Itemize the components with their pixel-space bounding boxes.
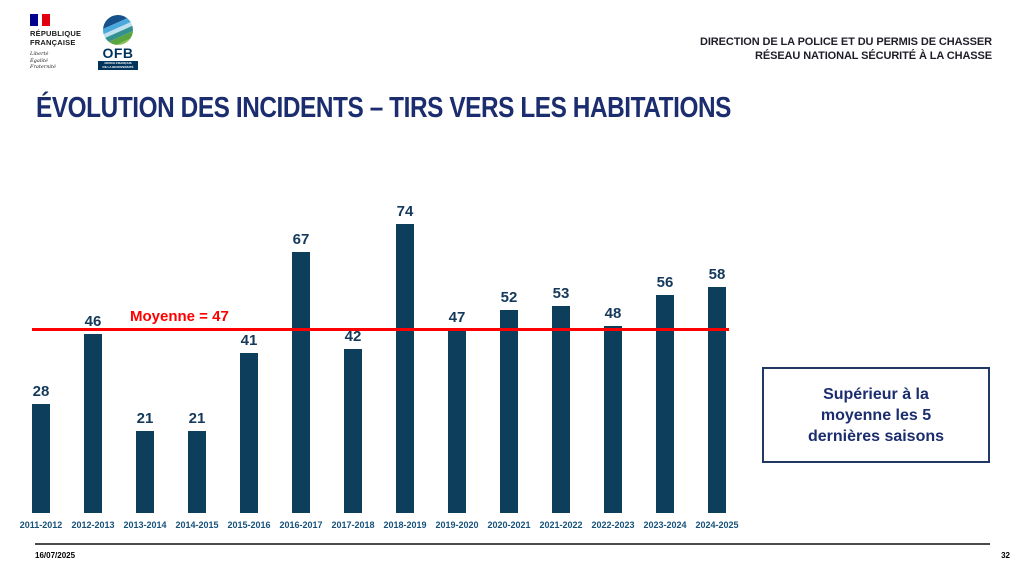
bar-2017-2018	[344, 349, 362, 513]
x-axis-label: 2015-2016	[227, 520, 271, 530]
annotation-box: Supérieur à la moyenne les 5 dernières s…	[762, 367, 990, 463]
bar-value-label: 21	[188, 410, 206, 428]
bar-2018-2019	[396, 224, 414, 513]
bar-value-label: 74	[396, 203, 414, 221]
x-axis-label: 2020-2021	[487, 520, 531, 530]
republique-francaise-logo: RÉPUBLIQUE FRANÇAISE Liberté Égalité Fra…	[30, 14, 94, 71]
bar-2022-2023	[604, 325, 622, 513]
x-axis-label: 2024-2025	[695, 520, 739, 530]
x-axis-label: 2016-2017	[279, 520, 323, 530]
bar-2013-2014	[136, 431, 154, 513]
footer-divider	[35, 543, 990, 545]
bar-2015-2016	[240, 353, 258, 513]
page-number: 32	[1001, 551, 1010, 560]
mean-line-label: Moyenne = 47	[130, 307, 229, 325]
x-axis-label: 2011-2012	[19, 520, 63, 530]
x-axis-label: 2018-2019	[383, 520, 427, 530]
bar-value-label: 48	[604, 304, 622, 322]
ofb-circle-icon	[103, 15, 133, 45]
bar-value-label: 42	[344, 328, 362, 346]
bar-2021-2022	[552, 306, 570, 513]
bar-value-label: 56	[656, 273, 674, 291]
bar-value-label: 41	[240, 332, 258, 350]
x-axis-label: 2022-2023	[591, 520, 635, 530]
bar-2023-2024	[656, 294, 674, 513]
rf-logo-name: RÉPUBLIQUE FRANÇAISE	[30, 29, 82, 47]
x-axis-label: 2019-2020	[435, 520, 479, 530]
rf-logo-motto: Liberté Égalité Fraternité	[30, 51, 56, 70]
x-axis-label: 2014-2015	[175, 520, 219, 530]
bar-2014-2015	[188, 431, 206, 513]
x-axis-label: 2023-2024	[643, 520, 687, 530]
bar-2020-2021	[500, 310, 518, 513]
x-axis-label: 2012-2013	[71, 520, 115, 530]
annotation-text: Supérieur à la moyenne les 5 dernières s…	[807, 385, 945, 445]
page-title: ÉVOLUTION DES INCIDENTS – TIRS VERS LES …	[36, 92, 732, 124]
bar-value-label: 52	[500, 289, 518, 307]
bar-2024-2025	[708, 286, 726, 513]
french-flag-icon	[30, 14, 50, 26]
x-axis-label: 2013-2014	[123, 520, 167, 530]
mean-line	[32, 328, 729, 332]
x-axis-label: 2017-2018	[331, 520, 375, 530]
bar-chart: 28 2011-2012 46 2012-2013 21 2013-2014 21 2014-…	[20, 190, 740, 530]
bar-2019-2020	[448, 329, 466, 513]
footer-date: 16/07/2025	[35, 551, 76, 560]
bar-value-label: 67	[292, 230, 310, 248]
header-direction-text: DIRECTION DE LA POLICE ET DU PERMIS DE C…	[699, 36, 992, 62]
bar-value-label: 21	[136, 410, 154, 428]
bar-2012-2013	[84, 333, 102, 513]
ofb-acronym: OFB	[102, 45, 134, 61]
bar-2016-2017	[292, 251, 310, 513]
bar-value-label: 46	[84, 312, 102, 330]
bar-value-label: 28	[32, 382, 50, 400]
bar-value-label: 47	[448, 308, 466, 326]
bar-value-label: 53	[552, 285, 570, 303]
bar-value-label: 58	[708, 265, 726, 283]
ofb-subtitle: OFFICE FRANÇAIS DE LA BIODIVERSITÉ	[98, 61, 138, 70]
ofb-logo: OFB OFFICE FRANÇAIS DE LA BIODIVERSITÉ	[94, 15, 142, 70]
bar-2011-2012	[32, 403, 50, 513]
x-axis-label: 2021-2022	[539, 520, 583, 530]
